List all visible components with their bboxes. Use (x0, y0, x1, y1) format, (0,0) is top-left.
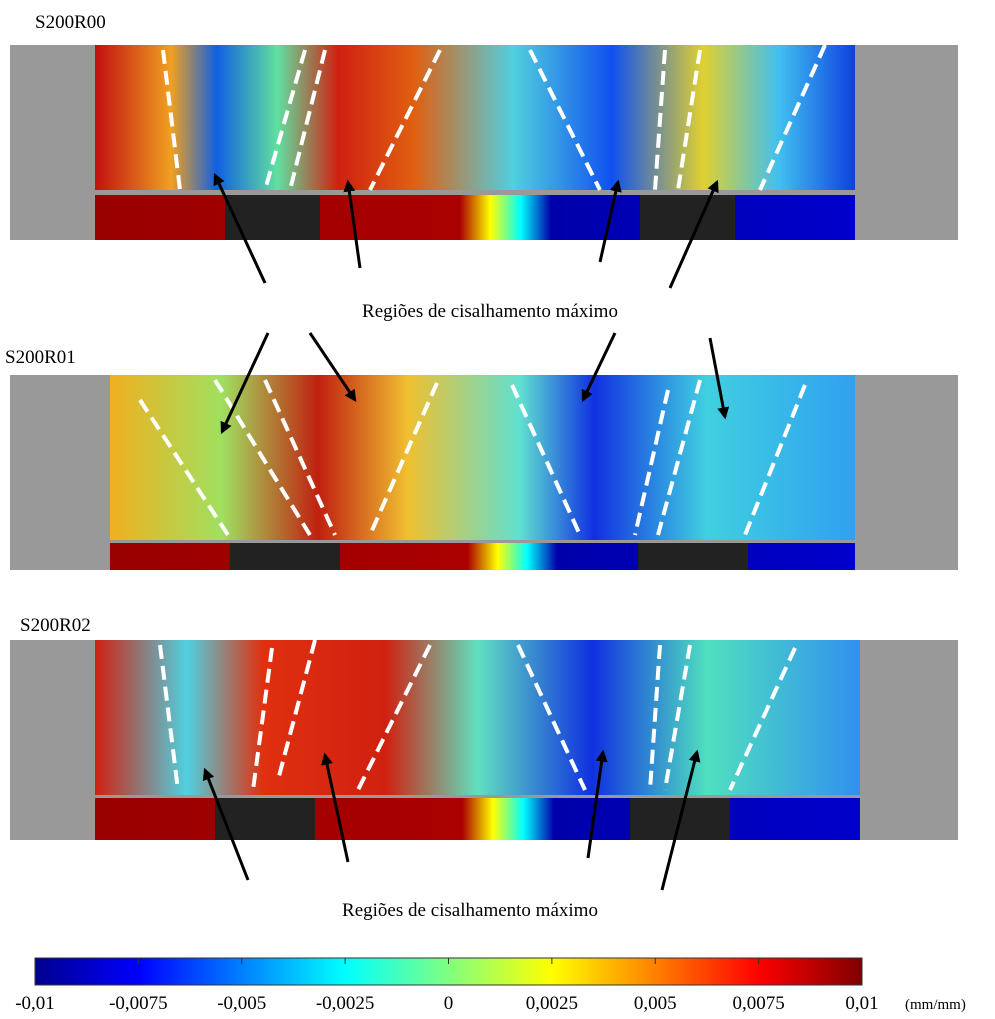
tick-label: -0,0075 (109, 993, 168, 1014)
annotation: Regiões de cisalhamento máximo (342, 900, 598, 921)
colorbar-unit: (mm/mm) (905, 997, 966, 1013)
tick-label: 0,01 (845, 993, 878, 1014)
tick-label: 0,005 (634, 993, 677, 1014)
panel-label: S200R01 (5, 347, 76, 368)
tick-label: -0,0025 (316, 993, 375, 1014)
shear-lines (138, 44, 827, 791)
tick-label: 0,0075 (733, 993, 785, 1014)
tick-label: 0 (444, 993, 454, 1014)
panel-label: S200R00 (35, 12, 106, 33)
annotation: Regiões de cisalhamento máximo (362, 301, 618, 322)
tick-label: -0,005 (217, 993, 266, 1014)
tick-label: 0,0025 (526, 993, 578, 1014)
panel-images (10, 45, 958, 840)
tick-label: -0,01 (15, 993, 55, 1014)
arrows (202, 172, 730, 891)
panel-label: S200R02 (20, 615, 91, 636)
